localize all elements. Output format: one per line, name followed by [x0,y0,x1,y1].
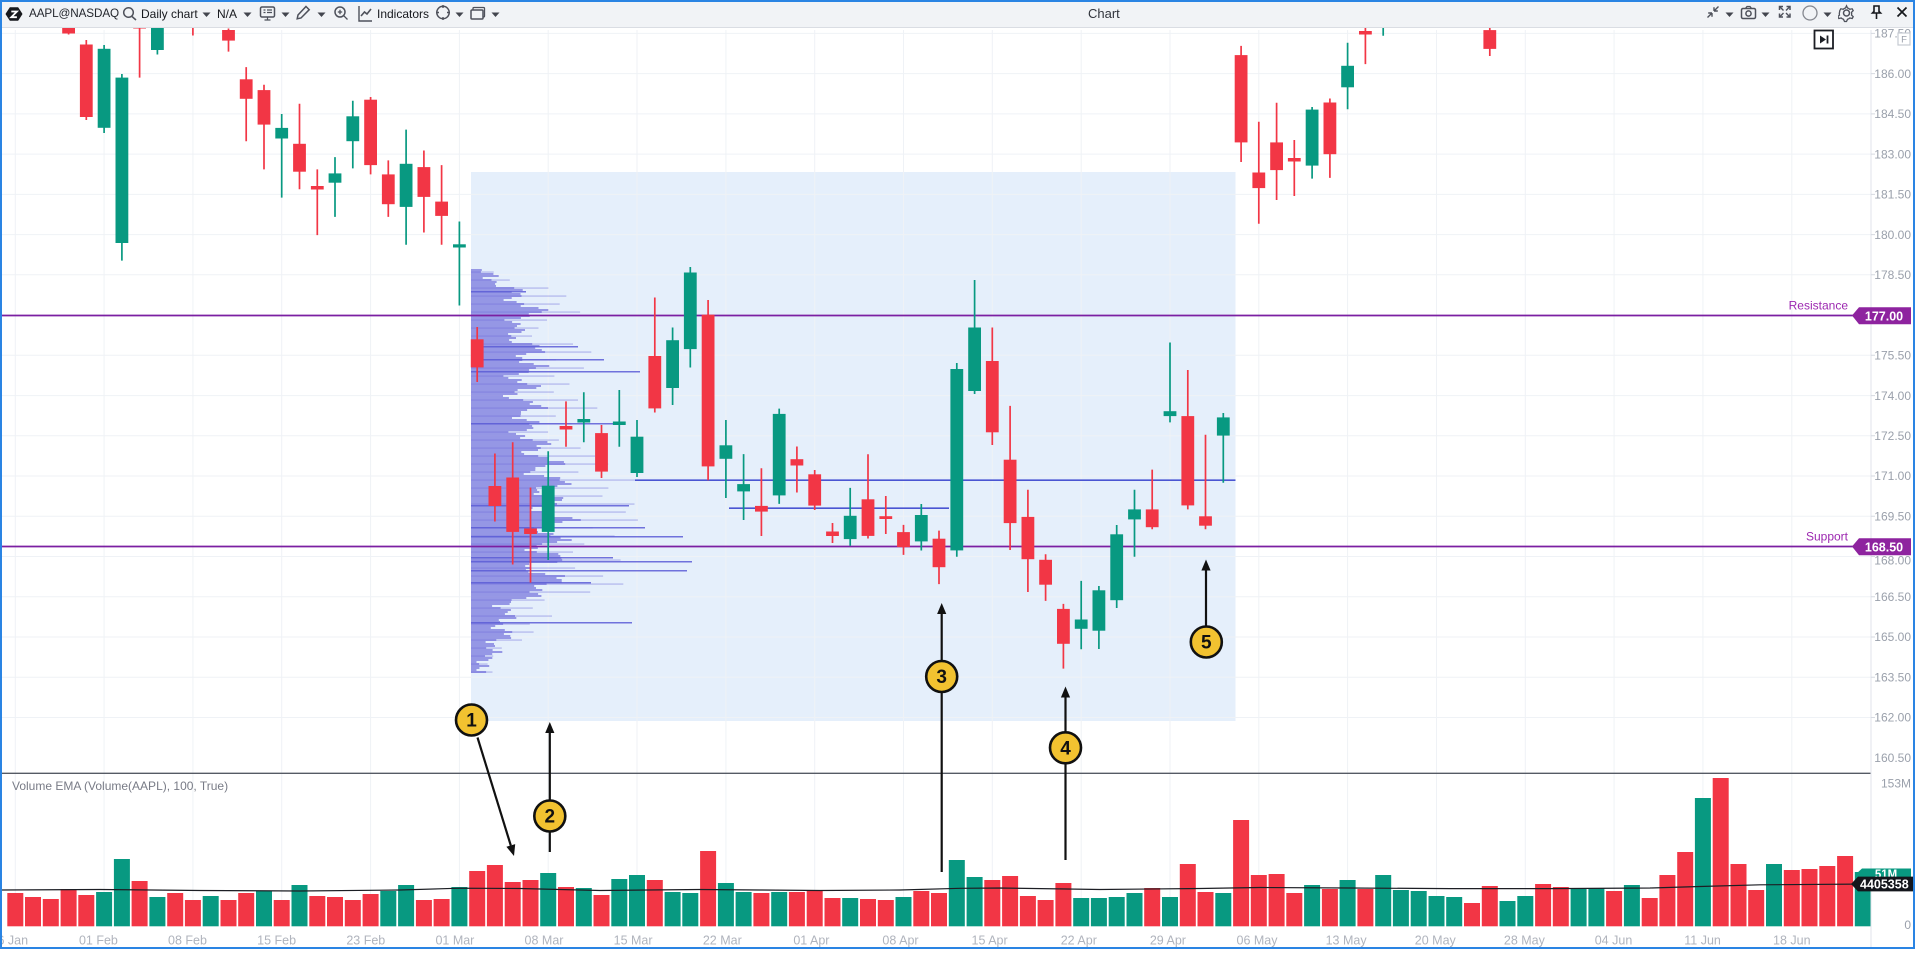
svg-text:181.50: 181.50 [1874,188,1911,202]
svg-text:08 Apr: 08 Apr [882,934,918,948]
svg-text:162.00: 162.00 [1874,711,1911,725]
svg-text:28 May: 28 May [1504,934,1546,948]
svg-text:178.50: 178.50 [1874,268,1911,282]
svg-text:29 Apr: 29 Apr [1150,934,1186,948]
svg-text:186.00: 186.00 [1874,67,1911,81]
svg-text:Volume EMA (Volume(AAPL), 100,: Volume EMA (Volume(AAPL), 100, True) [12,779,228,793]
svg-text:18 Jun: 18 Jun [1773,934,1811,948]
svg-text:08 Mar: 08 Mar [525,934,564,948]
svg-text:20 May: 20 May [1415,934,1457,948]
svg-text:1: 1 [466,711,477,732]
svg-text:169.50: 169.50 [1874,510,1911,524]
svg-text:172.50: 172.50 [1874,429,1911,443]
svg-text:168.50: 168.50 [1865,540,1903,554]
svg-text:4405358: 4405358 [1860,878,1909,892]
svg-text:0: 0 [1904,918,1911,932]
svg-text:01 Apr: 01 Apr [793,934,829,948]
svg-text:11 Jun: 11 Jun [1684,934,1721,948]
svg-text:160.50: 160.50 [1874,751,1911,765]
svg-text:4: 4 [1060,738,1071,759]
svg-text:13 May: 13 May [1326,934,1368,948]
svg-text:26 Jan: 26 Jan [0,934,28,948]
svg-text:08 Feb: 08 Feb [168,934,207,948]
svg-text:166.50: 166.50 [1874,590,1911,604]
svg-text:01 Mar: 01 Mar [435,934,474,948]
svg-text:2: 2 [545,807,556,828]
svg-text:Support: Support [1806,530,1849,544]
svg-text:15 Feb: 15 Feb [257,934,296,948]
svg-text:04 Jun: 04 Jun [1595,934,1633,948]
svg-text:175.50: 175.50 [1874,349,1911,363]
svg-text:22 Mar: 22 Mar [703,934,742,948]
svg-text:165.00: 165.00 [1874,630,1911,644]
svg-text:5: 5 [1201,633,1212,654]
svg-text:163.50: 163.50 [1874,670,1911,684]
svg-text:22 Apr: 22 Apr [1061,934,1097,948]
svg-text:Resistance: Resistance [1789,299,1849,313]
svg-text:01 Feb: 01 Feb [79,934,118,948]
svg-text:23 Feb: 23 Feb [346,934,385,948]
svg-text:F: F [1901,35,1907,46]
svg-text:171.00: 171.00 [1874,469,1911,483]
svg-text:15 Apr: 15 Apr [972,934,1008,948]
svg-text:177.00: 177.00 [1865,309,1903,323]
svg-text:174.00: 174.00 [1874,389,1911,403]
svg-text:15 Mar: 15 Mar [614,934,653,948]
svg-text:3: 3 [936,667,947,688]
svg-text:06 May: 06 May [1237,934,1279,948]
svg-text:184.50: 184.50 [1874,107,1911,121]
svg-text:183.00: 183.00 [1874,147,1911,161]
svg-text:168.00: 168.00 [1874,554,1911,568]
svg-text:153M: 153M [1881,777,1911,791]
svg-text:180.00: 180.00 [1874,228,1911,242]
